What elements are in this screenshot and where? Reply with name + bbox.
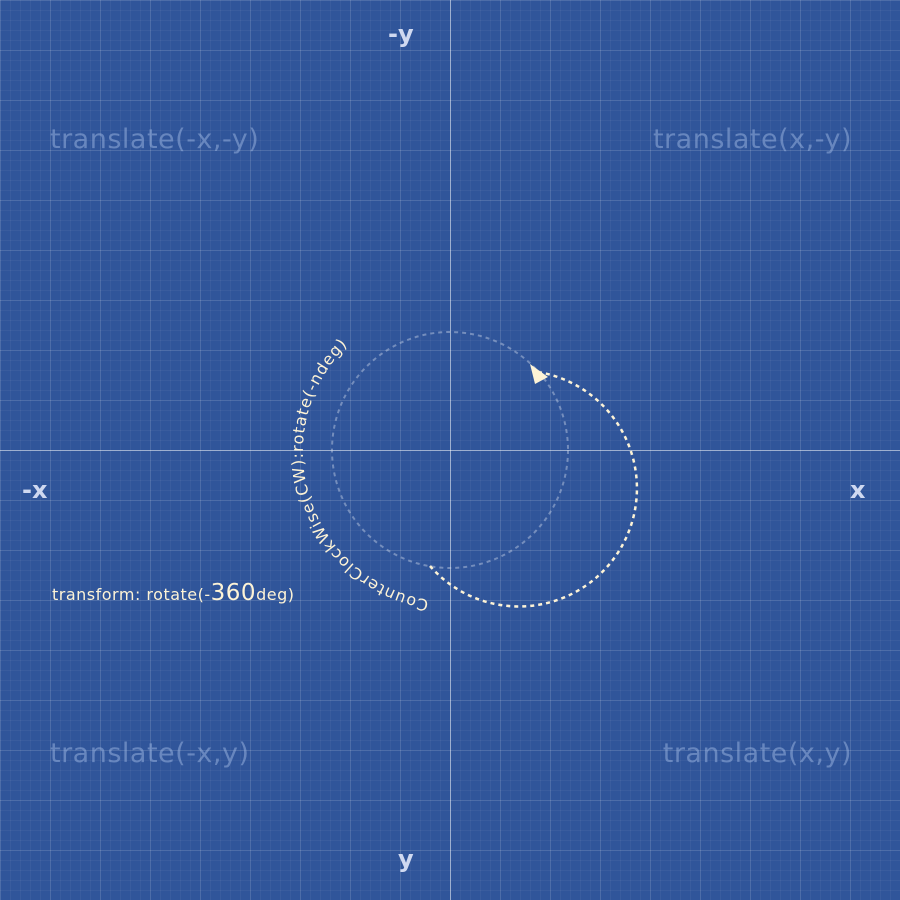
quadrant-top-left-label: translate(-x,-y) bbox=[50, 124, 260, 155]
transform-close: ) bbox=[287, 585, 295, 604]
neg-x-label: -x bbox=[22, 476, 48, 504]
neg-y-label: -y bbox=[388, 20, 414, 48]
quadrant-top-right-label: translate(x,-y) bbox=[652, 124, 852, 155]
transform-property: transform: bbox=[52, 585, 141, 604]
pos-y-label: y bbox=[398, 845, 414, 873]
transform-function: rotate bbox=[146, 585, 198, 604]
rotation-arc bbox=[429, 370, 639, 608]
transform-rotate-label: transform: rotate(-360deg) bbox=[52, 580, 294, 606]
pos-x-label: x bbox=[850, 476, 866, 504]
quadrant-bottom-right-label: translate(x,y) bbox=[662, 738, 852, 769]
quadrant-bottom-left-label: translate(-x,y) bbox=[50, 738, 250, 769]
y-axis-line bbox=[450, 0, 451, 900]
rotation-arrow-icon bbox=[530, 364, 548, 384]
transform-unit: deg bbox=[256, 585, 288, 604]
rotation-path-circle bbox=[331, 331, 569, 569]
transform-value: 360 bbox=[210, 580, 257, 606]
x-axis-line bbox=[0, 450, 900, 451]
transform-open: (- bbox=[197, 585, 211, 604]
